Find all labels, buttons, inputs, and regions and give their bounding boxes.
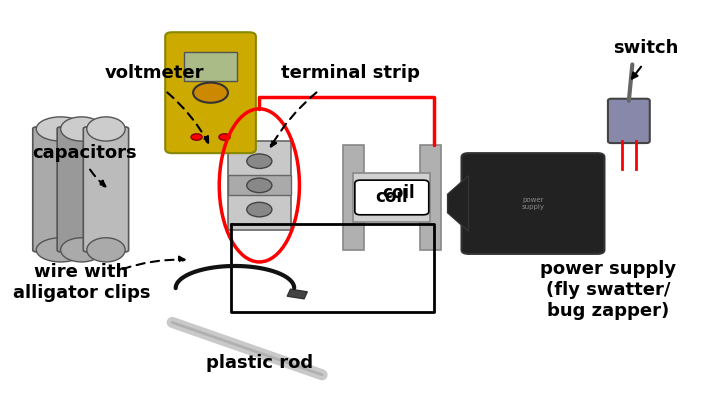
Text: voltmeter: voltmeter xyxy=(105,64,205,81)
Text: coil: coil xyxy=(382,185,415,202)
Circle shape xyxy=(193,83,228,103)
Ellipse shape xyxy=(87,238,125,262)
Circle shape xyxy=(191,134,202,140)
Circle shape xyxy=(247,178,272,193)
FancyBboxPatch shape xyxy=(462,153,604,254)
Text: plastic rod: plastic rod xyxy=(205,354,313,372)
Text: wire with
alligator clips: wire with alligator clips xyxy=(13,263,150,301)
Text: power supply
(fly swatter/
bug zapper): power supply (fly swatter/ bug zapper) xyxy=(540,260,676,320)
Text: terminal strip: terminal strip xyxy=(281,64,420,81)
FancyBboxPatch shape xyxy=(57,127,106,252)
Bar xyxy=(228,175,291,195)
Text: coil: coil xyxy=(375,189,408,206)
Bar xyxy=(420,145,440,250)
FancyBboxPatch shape xyxy=(355,180,429,215)
FancyBboxPatch shape xyxy=(608,99,649,143)
Bar xyxy=(287,289,307,299)
Bar xyxy=(184,52,237,81)
FancyBboxPatch shape xyxy=(33,127,89,252)
Circle shape xyxy=(219,134,230,140)
Ellipse shape xyxy=(61,238,102,262)
Ellipse shape xyxy=(61,117,102,141)
Polygon shape xyxy=(448,176,468,231)
Circle shape xyxy=(247,154,272,168)
Bar xyxy=(343,145,364,250)
Ellipse shape xyxy=(87,117,125,141)
Text: power
supply: power supply xyxy=(521,197,544,210)
Ellipse shape xyxy=(37,238,85,262)
Text: capacitors: capacitors xyxy=(33,144,137,162)
Bar xyxy=(354,173,430,222)
FancyBboxPatch shape xyxy=(83,127,129,252)
Circle shape xyxy=(247,202,272,217)
Ellipse shape xyxy=(37,117,85,141)
Text: switch: switch xyxy=(614,39,679,57)
FancyBboxPatch shape xyxy=(165,32,256,153)
Bar xyxy=(228,141,291,230)
